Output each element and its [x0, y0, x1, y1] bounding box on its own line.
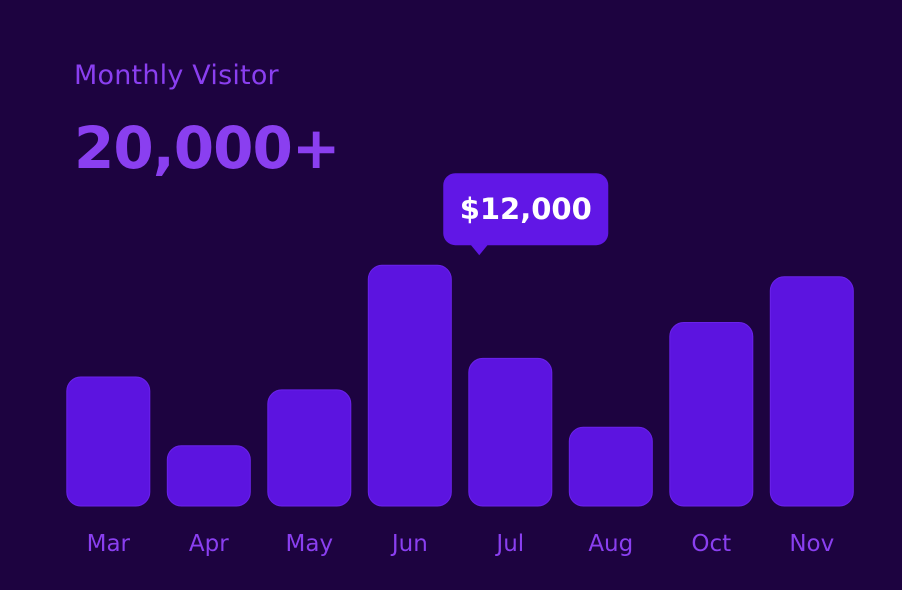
x-tick-label: May: [286, 531, 334, 557]
bar-apr[interactable]: [166, 445, 251, 507]
x-tick-label: Nov: [789, 531, 834, 557]
x-tick-label: Oct: [691, 531, 731, 557]
tooltip-value: $12,000: [460, 192, 592, 226]
x-axis-ticks: Mar Apr May Jun Jul Aug Oct Nov: [87, 531, 835, 557]
bars-group: [66, 264, 854, 507]
value-tooltip: $12,000: [443, 173, 609, 256]
bar-mar[interactable]: [66, 376, 151, 507]
x-tick-label: Mar: [87, 531, 131, 557]
x-tick-label: Jul: [494, 531, 524, 557]
tooltip-pointer: [470, 244, 489, 256]
tooltip-box: [443, 173, 609, 246]
chart-title: Monthly Visitor: [74, 60, 279, 91]
x-tick-label: Jun: [390, 531, 428, 557]
bar-may[interactable]: [267, 389, 352, 507]
bar-oct[interactable]: [669, 322, 754, 507]
x-tick-label: Aug: [588, 531, 633, 557]
x-tick-label: Apr: [189, 531, 229, 557]
bar-jun[interactable]: [367, 264, 452, 507]
bar-jul[interactable]: [468, 357, 553, 507]
bar-aug[interactable]: [568, 426, 653, 507]
visitor-count: 20,000+: [74, 114, 340, 182]
bar-nov[interactable]: [769, 276, 854, 507]
